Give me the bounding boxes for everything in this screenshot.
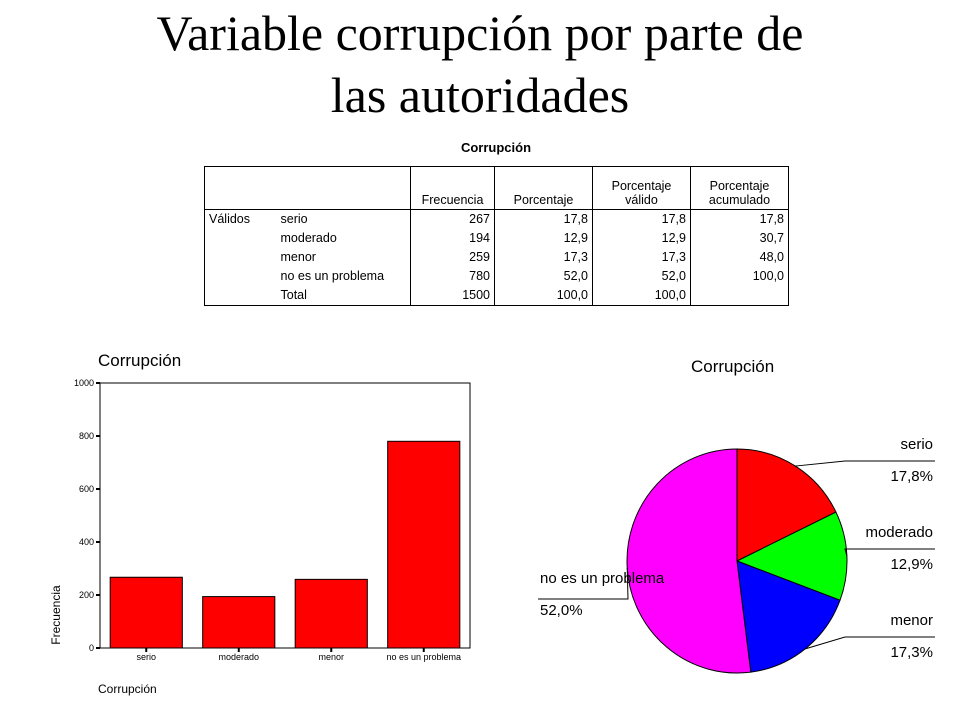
slide-title: Variable corrupción por parte de las aut… bbox=[0, 2, 960, 126]
pie-slice bbox=[736, 560, 841, 673]
table-group-cell bbox=[204, 248, 277, 267]
pie-leader-line bbox=[795, 460, 935, 467]
table-header-text: Frecuencia bbox=[421, 193, 484, 207]
table-freq-cell: 259 bbox=[410, 248, 495, 267]
table-category-cell: Total bbox=[276, 286, 411, 306]
pie-value-label: 52,0% bbox=[540, 602, 583, 619]
table-group-cell: Válidos bbox=[204, 209, 277, 229]
table-cum-pct-cell: 100,0 bbox=[690, 267, 789, 286]
pie-leader-line bbox=[538, 568, 629, 600]
table-header-row: Frecuencia Porcentaje Porcentaje válido Porc… bbox=[204, 166, 789, 210]
plot-frame bbox=[99, 382, 471, 649]
table-group-cell bbox=[204, 229, 277, 248]
x-tick-label: menor bbox=[318, 652, 344, 662]
y-tick-label: 200 bbox=[79, 590, 94, 600]
x-tick-label: no es un problema bbox=[386, 652, 461, 662]
table-valid-pct-cell: 17,3 bbox=[592, 248, 691, 267]
table-header-cell: Porcentaje válido bbox=[592, 166, 691, 210]
table-cum-pct-cell: 17,8 bbox=[690, 209, 789, 229]
bar bbox=[202, 596, 276, 649]
table-pct-cell: 17,8 bbox=[494, 209, 593, 229]
table-freq-cell: 1500 bbox=[410, 286, 495, 306]
x-axis-label: Corrupción bbox=[98, 682, 157, 696]
pie-label: moderado bbox=[865, 524, 933, 541]
y-axis-label: Frecuencia bbox=[49, 585, 63, 645]
table-freq-cell: 194 bbox=[410, 229, 495, 248]
pie-leader-line bbox=[844, 548, 935, 556]
y-tick-label: 1000 bbox=[74, 378, 94, 388]
slide-title-line1: Variable corrupción por parte de bbox=[156, 5, 804, 61]
bar bbox=[109, 576, 183, 649]
pie-value-label: 17,3% bbox=[890, 644, 933, 661]
y-tick-label: 600 bbox=[79, 484, 94, 494]
table-valid-pct-cell: 17,8 bbox=[592, 209, 691, 229]
bar bbox=[387, 440, 461, 649]
table-cum-pct-cell: 48,0 bbox=[690, 248, 789, 267]
table-caption: Corrupción bbox=[460, 140, 532, 155]
table-row: menor 259 17,3 17,3 48,0 bbox=[204, 248, 789, 267]
table-header-text: válido bbox=[625, 193, 658, 207]
pie-slice bbox=[626, 448, 752, 674]
x-tick-label: serio bbox=[136, 652, 156, 662]
y-tick-label: 800 bbox=[79, 431, 94, 441]
table-row: Total 1500 100,0 100,0 bbox=[204, 286, 789, 306]
slide-title-line2: las autoridades bbox=[330, 67, 630, 123]
pie-leader-line bbox=[805, 636, 935, 650]
table-group-cell bbox=[204, 286, 277, 306]
table-pct-cell: 12,9 bbox=[494, 229, 593, 248]
table-valid-pct-cell: 100,0 bbox=[592, 286, 691, 306]
table-category-cell: no es un problema bbox=[276, 267, 411, 286]
table-cum-pct-cell bbox=[690, 286, 789, 306]
table-header-text: Porcentaje bbox=[709, 179, 770, 193]
table-freq-cell: 267 bbox=[410, 209, 495, 229]
bar-chart: 0 200 400 600 800 1000 serio moderado menor no es… bbox=[49, 378, 471, 696]
table-header-text: acumulado bbox=[708, 193, 771, 207]
frequency-table: Frecuencia Porcentaje Porcentaje válido Porc… bbox=[204, 166, 789, 306]
table-header-text: Porcentaje bbox=[513, 193, 574, 207]
table-header-cell: Porcentaje bbox=[494, 166, 593, 210]
pie-chart: serio 17,8% moderado 12,9% menor 17,3% no es u… bbox=[538, 436, 935, 674]
table-cum-pct-cell: 30,7 bbox=[690, 229, 789, 248]
pie-label: menor bbox=[890, 612, 933, 629]
table-category-cell: moderado bbox=[276, 229, 411, 248]
table-corner-cell bbox=[204, 166, 411, 210]
table-pct-cell: 100,0 bbox=[494, 286, 593, 306]
table-valid-pct-cell: 52,0 bbox=[592, 267, 691, 286]
table-valid-pct-cell: 12,9 bbox=[592, 229, 691, 248]
table-header-cell: Porcentaje acumulado bbox=[690, 166, 789, 210]
table-row: no es un problema 780 52,0 52,0 100,0 bbox=[204, 267, 789, 286]
table-pct-cell: 17,3 bbox=[494, 248, 593, 267]
table-pct-cell: 52,0 bbox=[494, 267, 593, 286]
table-row: Válidos serio 267 17,8 17,8 17,8 bbox=[204, 209, 789, 229]
pie-label: no es un problema bbox=[540, 570, 665, 587]
table-header-text: Porcentaje bbox=[611, 179, 672, 193]
bar-chart-title: Corrupción bbox=[98, 351, 182, 370]
pie-value-label: 12,9% bbox=[890, 556, 933, 573]
pie-chart-title: Corrupción bbox=[691, 357, 775, 376]
table-header-cell: Frecuencia bbox=[410, 166, 495, 210]
x-tick-label: moderado bbox=[218, 652, 259, 662]
pie-label: serio bbox=[900, 436, 933, 453]
bar bbox=[294, 578, 368, 649]
pie-value-label: 17,8% bbox=[890, 468, 933, 485]
table-row: moderado 194 12,9 12,9 30,7 bbox=[204, 229, 789, 248]
y-tick-label: 400 bbox=[79, 537, 94, 547]
table-freq-cell: 780 bbox=[410, 267, 495, 286]
table-category-cell: menor bbox=[276, 248, 411, 267]
y-tick-label: 0 bbox=[89, 643, 94, 653]
table-category-cell: serio bbox=[276, 209, 411, 229]
table-group-cell bbox=[204, 267, 277, 286]
pie-slice bbox=[736, 448, 837, 562]
